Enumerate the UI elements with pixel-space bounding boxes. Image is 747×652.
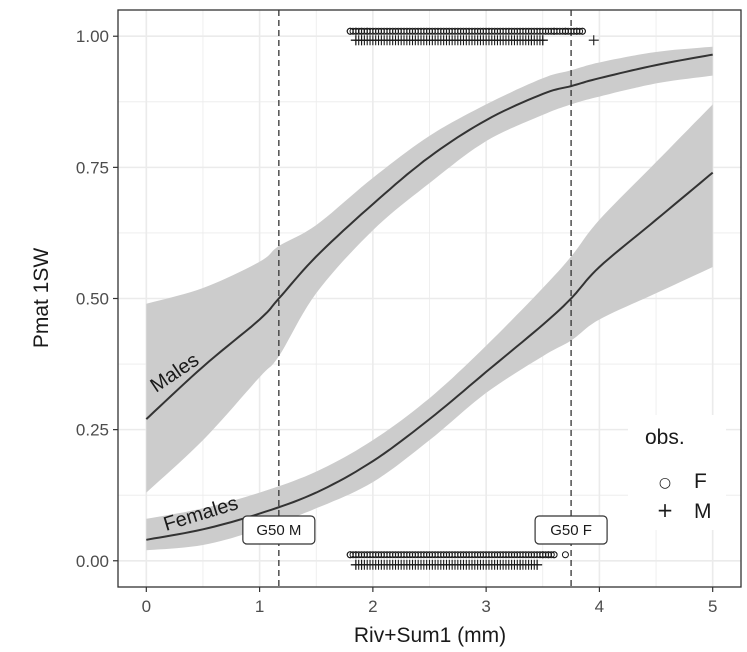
- x-tick-label: 0: [142, 597, 151, 616]
- males-fitted-line: [145, 53, 713, 420]
- observation-point-m: [588, 35, 599, 46]
- x-tick-label: 4: [595, 597, 604, 616]
- g50-f-label: G50 F: [550, 522, 592, 539]
- x-tick-label: 1: [255, 597, 264, 616]
- observation-point-f: [561, 551, 569, 559]
- males-confidence-ribbon: [146, 46, 713, 493]
- g50-m-label: G50 M: [256, 522, 301, 539]
- observation-point-f: [561, 27, 569, 35]
- observation-point-m: [515, 559, 526, 570]
- observation-point-f: [363, 27, 371, 35]
- legend-title: obs.: [645, 426, 685, 449]
- g50-boxes: G50 M G50 F: [242, 515, 608, 545]
- y-tick-label: 1.00: [76, 27, 109, 46]
- observation-point-m: [526, 35, 537, 46]
- confidence-ribbons: [146, 46, 713, 551]
- observation-point-m: [356, 559, 367, 570]
- observation-point-f: [578, 27, 586, 35]
- legend: obs. ○ F + M: [628, 415, 726, 530]
- observation-point-m: [537, 35, 548, 46]
- observation-point-m: [532, 559, 543, 570]
- observation-point-m: [356, 35, 367, 46]
- observation-point-f: [576, 27, 584, 35]
- observation-points: [346, 27, 599, 570]
- observation-point-f: [550, 551, 558, 559]
- y-tick-label: 0.25: [76, 421, 109, 440]
- observation-point-f: [547, 551, 555, 559]
- y-axis-ticks: 0.00 0.25 0.50 0.75 1.00: [76, 27, 118, 571]
- y-tick-label: 0.00: [76, 552, 109, 571]
- legend-symbol-F: ○: [659, 475, 671, 491]
- g50-lines: [278, 10, 572, 587]
- legend-background: [628, 415, 726, 530]
- legend-label-M: M: [694, 500, 712, 523]
- g50-f-label-box: [534, 515, 608, 545]
- x-tick-label: 2: [368, 597, 377, 616]
- legend-label-F: F: [694, 470, 707, 493]
- observation-point-f: [352, 551, 360, 559]
- y-tick-label: 0.50: [76, 290, 109, 309]
- x-axis-title: Riv+Sum1 (mm): [354, 624, 506, 647]
- g50-m-label-box: [242, 515, 316, 545]
- observation-point-f: [550, 27, 558, 35]
- x-axis-ticks: 0 1 2 3 4 5: [142, 587, 717, 616]
- legend-symbol-M: +: [657, 498, 674, 522]
- x-tick-label: 5: [708, 597, 717, 616]
- x-tick-label: 3: [481, 597, 490, 616]
- y-axis-title: Pmat 1SW: [30, 248, 53, 349]
- y-tick-label: 0.75: [76, 158, 109, 177]
